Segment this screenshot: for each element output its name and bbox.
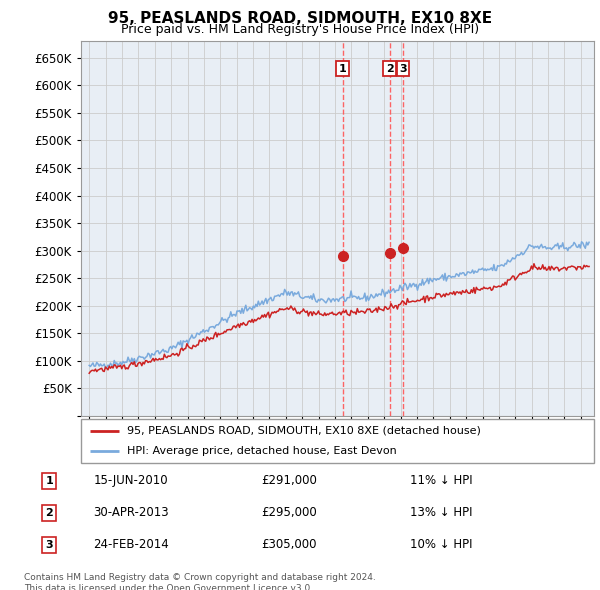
FancyBboxPatch shape xyxy=(81,419,594,463)
Text: Price paid vs. HM Land Registry's House Price Index (HPI): Price paid vs. HM Land Registry's House … xyxy=(121,23,479,36)
Text: 3: 3 xyxy=(46,540,53,550)
Text: 15-JUN-2010: 15-JUN-2010 xyxy=(94,474,169,487)
Text: 2: 2 xyxy=(46,508,53,518)
Text: £295,000: £295,000 xyxy=(261,506,317,519)
Text: 2: 2 xyxy=(386,64,394,74)
Text: This data is licensed under the Open Government Licence v3.0.: This data is licensed under the Open Gov… xyxy=(24,584,313,590)
Text: Contains HM Land Registry data © Crown copyright and database right 2024.: Contains HM Land Registry data © Crown c… xyxy=(24,573,376,582)
Text: 24-FEB-2014: 24-FEB-2014 xyxy=(93,539,169,552)
Text: HPI: Average price, detached house, East Devon: HPI: Average price, detached house, East… xyxy=(127,446,397,456)
Text: 30-APR-2013: 30-APR-2013 xyxy=(94,506,169,519)
Text: 3: 3 xyxy=(399,64,407,74)
Text: 1: 1 xyxy=(46,476,53,486)
Text: 11% ↓ HPI: 11% ↓ HPI xyxy=(410,474,473,487)
Text: £291,000: £291,000 xyxy=(261,474,317,487)
Text: 95, PEASLANDS ROAD, SIDMOUTH, EX10 8XE (detached house): 95, PEASLANDS ROAD, SIDMOUTH, EX10 8XE (… xyxy=(127,426,481,436)
Text: 95, PEASLANDS ROAD, SIDMOUTH, EX10 8XE: 95, PEASLANDS ROAD, SIDMOUTH, EX10 8XE xyxy=(108,11,492,25)
Text: 1: 1 xyxy=(339,64,346,74)
Text: £305,000: £305,000 xyxy=(262,539,317,552)
Text: 10% ↓ HPI: 10% ↓ HPI xyxy=(410,539,473,552)
Text: 13% ↓ HPI: 13% ↓ HPI xyxy=(410,506,473,519)
